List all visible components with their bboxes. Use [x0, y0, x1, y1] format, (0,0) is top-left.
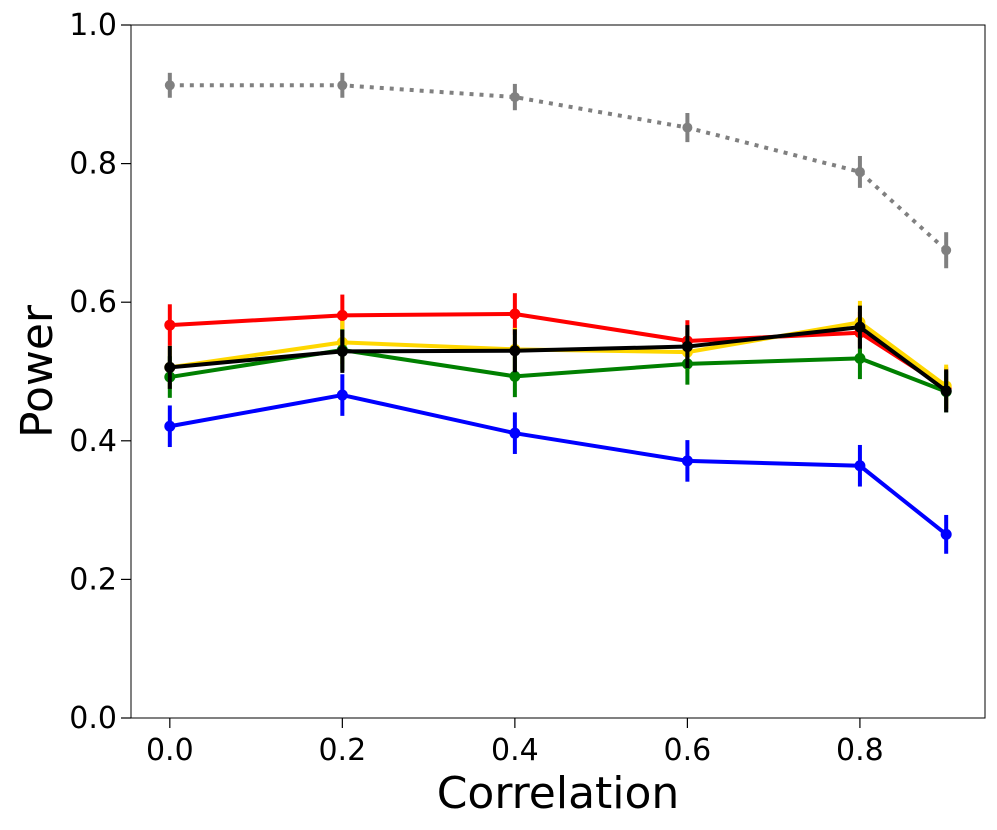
data-point-black [681, 341, 693, 353]
data-point-blue [164, 420, 176, 432]
data-point-black [854, 321, 866, 333]
data-point-black [164, 361, 176, 373]
data-point-green [509, 370, 521, 382]
data-point-red [164, 319, 176, 331]
data-point-gray-dotted [854, 166, 865, 177]
data-point-gray-dotted [682, 122, 693, 133]
y-axis: 0.0 0.2 0.4 0.6 0.8 1.0 [69, 8, 131, 736]
x-axis: 0.0 0.2 0.4 0.6 0.8 [146, 718, 884, 768]
series-layer [164, 72, 952, 554]
data-point-black [940, 385, 952, 397]
series-line-red [169, 311, 948, 390]
series-black [164, 305, 952, 413]
data-point-gray-dotted [941, 245, 952, 256]
x-axis-label: Correlation [437, 768, 680, 819]
data-point-black [336, 345, 348, 357]
y-tick-label: 0.2 [69, 562, 117, 597]
data-point-gray-dotted [164, 80, 175, 91]
data-point-black [509, 345, 521, 357]
data-point-blue [940, 528, 952, 540]
x-tick-label: 0.6 [664, 733, 712, 768]
series-line-gray-dotted [169, 83, 948, 252]
data-point-green [854, 352, 866, 364]
y-axis-label: Power [12, 304, 63, 438]
data-point-red [336, 309, 348, 321]
y-tick-label: 0.6 [69, 285, 117, 320]
plot-area-frame [130, 24, 986, 719]
series-line-yellow [169, 320, 948, 388]
data-point-gray-dotted [509, 92, 520, 103]
y-tick-label: 1.0 [69, 8, 117, 43]
series-line-blue [169, 393, 948, 536]
y-tick-label: 0.8 [69, 147, 117, 182]
y-tick-label: 0.0 [69, 701, 117, 736]
data-point-blue [681, 455, 693, 467]
y-tick-label: 0.4 [69, 424, 117, 459]
x-tick-label: 0.2 [318, 733, 366, 768]
data-point-blue [509, 427, 521, 439]
series-green [164, 329, 952, 413]
series-line-black [169, 325, 948, 393]
data-point-blue [336, 389, 348, 401]
x-tick-label: 0.0 [146, 733, 194, 768]
data-point-gray-dotted [337, 80, 348, 91]
x-tick-label: 0.4 [491, 733, 539, 768]
data-point-red [509, 308, 521, 320]
x-tick-label: 0.8 [836, 733, 884, 768]
series-gray-dotted [164, 72, 952, 269]
series-blue [164, 374, 952, 554]
data-point-blue [854, 460, 866, 472]
